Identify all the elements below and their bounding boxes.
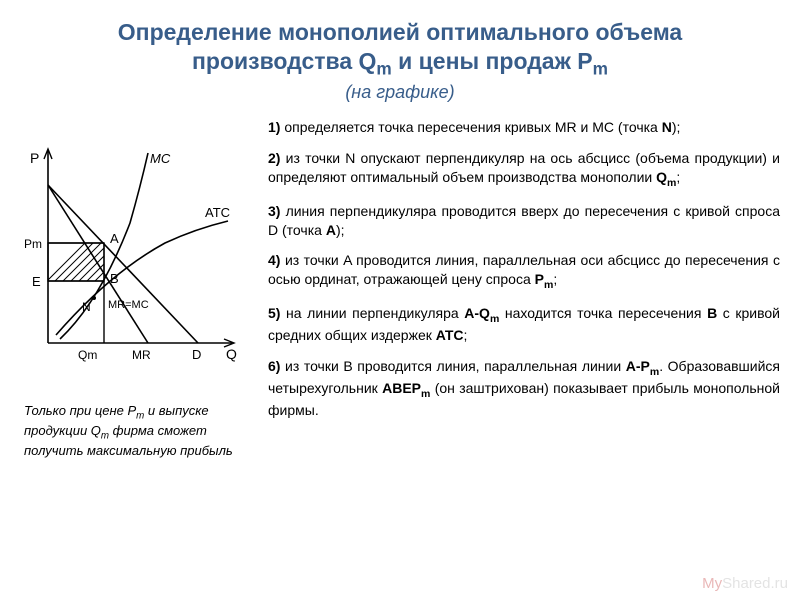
s5-e: B: [707, 305, 717, 321]
atc-label: ATC: [205, 205, 230, 220]
s3-a: A: [326, 222, 336, 238]
watermark-shared: Shared.ru: [722, 575, 788, 592]
content-area: P Q MC ATC D MR=MC Pm E A B N Qm MR Толь…: [0, 103, 800, 460]
s3-end: );: [336, 222, 345, 238]
title-text-2a: производства Q: [192, 48, 376, 74]
monopoly-chart: P Q MC ATC D MR=MC Pm E A B N Qm MR: [20, 143, 250, 378]
s1-n: N: [662, 119, 672, 135]
s4-num: 4): [268, 252, 285, 268]
b-label: B: [110, 271, 119, 286]
title-sub1: m: [376, 58, 391, 78]
s4-sub: m: [544, 279, 553, 291]
s6-ap: A-P: [626, 358, 650, 374]
s4-text: из точки A проводится линия, параллельна…: [268, 252, 780, 287]
s2-text: из точки N опускают перпендикуляр на ось…: [268, 150, 780, 185]
n-label: N: [82, 300, 91, 314]
title-sub2: m: [593, 58, 608, 78]
s5-aq: A-Q: [464, 305, 490, 321]
s6-num: 6): [268, 358, 285, 374]
s3-num: 3): [268, 203, 286, 219]
axis-q-label: Q: [226, 346, 237, 362]
s2-end: ;: [676, 169, 680, 185]
step-1: 1) определяется точка пересечения кривых…: [268, 118, 780, 137]
step-2: 2) из точки N опускают перпендикуляр на …: [268, 149, 780, 190]
step-6: 6) из точки B проводится линия, параллел…: [268, 357, 780, 420]
s6-text: из точки B проводится линия, параллельна…: [285, 358, 626, 374]
s6-sub2: m: [421, 388, 430, 400]
watermark-my: My: [702, 575, 722, 592]
mrmc-label: MR=MC: [108, 299, 149, 311]
pm-label: Pm: [24, 237, 42, 251]
title-text-2b: и цены продаж P: [392, 48, 593, 74]
left-column: P Q MC ATC D MR=MC Pm E A B N Qm MR Толь…: [20, 113, 250, 460]
s4-end: ;: [553, 271, 557, 287]
s2-num: 2): [268, 150, 286, 166]
title-line1: Определение монополией оптимального объе…: [30, 18, 770, 80]
d-label: D: [192, 347, 201, 362]
s5-text: на линии перпендикуляра: [286, 305, 464, 321]
watermark: MyShared.ru: [702, 575, 788, 592]
step-5: 5) на линии перпендикуляра A-Qm находитс…: [268, 304, 780, 345]
s6-sub: m: [650, 366, 659, 378]
mc-label: MC: [150, 151, 171, 166]
caption-a: Только при цене P: [24, 403, 136, 418]
s3-text: линия перпендикуляра проводится вверх до…: [268, 203, 780, 238]
step-4: 4) из точки A проводится линия, параллел…: [268, 251, 780, 292]
mr-axis-label: MR: [132, 348, 151, 362]
s5-d: находится точка пересечения: [499, 305, 707, 321]
title-subtitle: (на графике): [30, 82, 770, 103]
s1-end: );: [672, 119, 681, 135]
s5-h: ;: [463, 327, 467, 343]
s6-abep: ABEP: [382, 380, 421, 396]
s1-text: определяется точка пересечения кривых MR…: [284, 119, 661, 135]
step-3: 3) линия перпендикуляра проводится вверх…: [268, 202, 780, 240]
title-text-1: Определение монополией оптимального объе…: [118, 19, 682, 45]
right-column: 1) определяется точка пересечения кривых…: [268, 113, 780, 460]
caption-sub2: m: [101, 431, 109, 442]
axis-p-label: P: [30, 150, 39, 166]
s2-q: Q: [656, 169, 667, 185]
e-label: E: [32, 274, 41, 289]
a-label: A: [110, 231, 119, 246]
s5-num: 5): [268, 305, 286, 321]
s4-p: P: [535, 271, 544, 287]
slide-title: Определение монополией оптимального объе…: [0, 0, 800, 103]
s5-g: ATC: [436, 327, 464, 343]
s2-sub: m: [667, 176, 676, 188]
s1-num: 1): [268, 119, 284, 135]
left-caption: Только при цене Pm и выпуске продукции Q…: [20, 403, 250, 460]
s5-sub: m: [490, 313, 499, 325]
qm-label: Qm: [78, 348, 97, 362]
